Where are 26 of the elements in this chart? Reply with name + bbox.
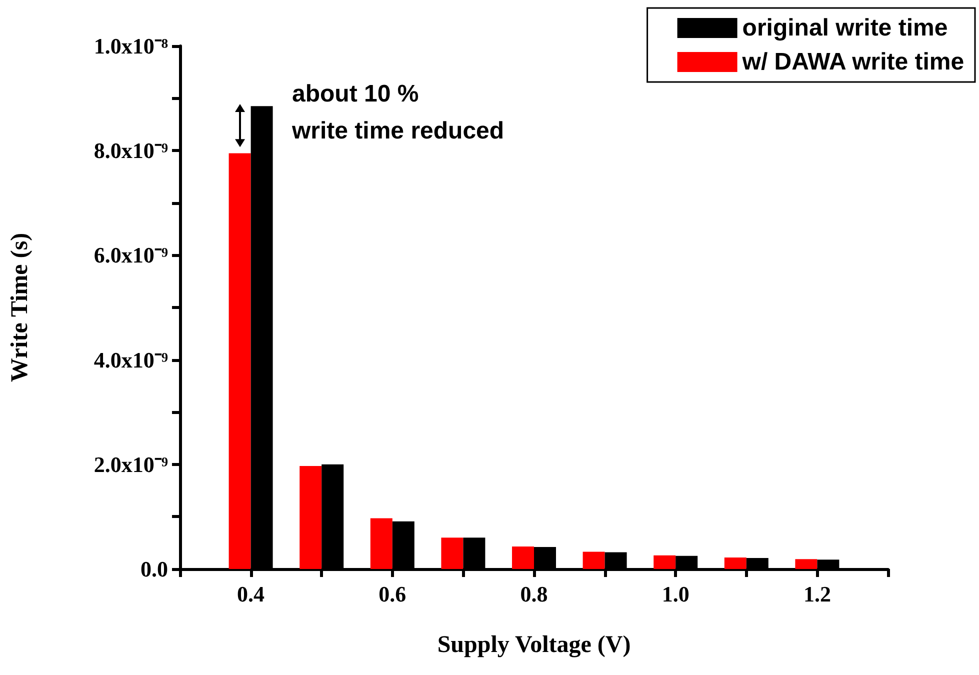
bar [512,546,534,569]
x-tick-label: 0.4 [237,582,265,606]
bar [228,153,251,569]
y-tick-label: 0.0 [140,556,168,582]
bar [724,557,746,569]
x-tick-label: 0.8 [520,582,548,606]
y-tick-label: 6.0x10⁻⁹ [94,242,168,268]
bar [300,466,322,569]
legend-label: original write time [742,14,948,42]
bar [795,559,818,569]
y-axis-title: Write Time (s) [7,232,33,382]
bar [654,555,676,569]
annotation: write time reduced [291,118,504,144]
y-tick-label: 4.0x10⁻⁹ [94,347,168,372]
y-tick-label: 1.0x10⁻⁸ [94,34,168,58]
bar [582,552,605,569]
x-tick-label: 1.2 [803,582,831,606]
bar [370,518,392,569]
x-axis-title: Supply Voltage (V) [437,632,631,658]
legend-label: w/ DAWA write time [741,48,964,76]
bar [441,538,464,569]
annotation: about 10 % [292,80,419,108]
x-tick-label: 1.0 [662,582,690,606]
y-tick-label: 8.0x10⁻⁹ [94,138,168,164]
y-tick-label: 2.0x10⁻⁹ [94,452,168,477]
x-tick-label: 0.6 [378,582,406,606]
